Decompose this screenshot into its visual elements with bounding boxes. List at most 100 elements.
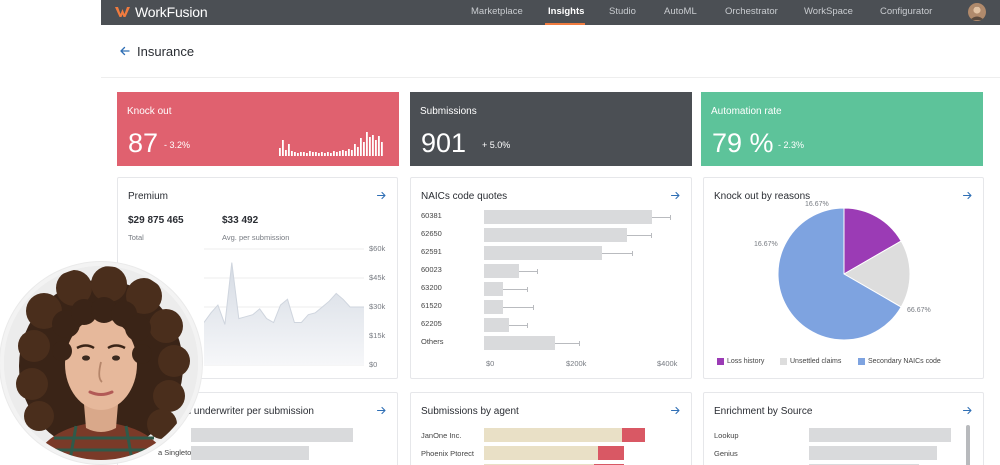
naics-error-cap — [578, 341, 580, 346]
row-label: JanOne Inc. — [421, 431, 462, 440]
x-tick: $0 — [486, 359, 495, 368]
legend-swatch — [717, 358, 724, 365]
nav-item-configurator[interactable]: Configurator — [880, 6, 933, 17]
kpi-title: Knock out — [127, 106, 172, 117]
brand-name: WorkFusion — [135, 4, 208, 20]
naics-bar[interactable] — [484, 282, 504, 296]
naics-card[interactable]: NAICs code quotes 60381 62650 62591 60023 63… — [410, 177, 692, 379]
card-title: Premium — [128, 191, 169, 202]
arrow-right-icon[interactable] — [962, 190, 973, 201]
arrow-right-icon[interactable] — [376, 405, 387, 416]
x-tick: $200k — [566, 359, 587, 368]
page-title: Insurance — [137, 44, 195, 59]
person-photo — [4, 266, 198, 460]
premium-area-chart — [204, 248, 364, 366]
naics-bar[interactable] — [484, 318, 510, 332]
y-tick: $0 — [369, 360, 378, 369]
top-nav-bar: WorkFusion Marketplace Insights Studio A… — [101, 0, 1000, 25]
kpi-sparkline — [279, 132, 383, 156]
naics-row-label: Others — [421, 337, 444, 346]
arrow-right-icon[interactable] — [962, 405, 973, 416]
naics-error-cap — [632, 251, 634, 256]
naics-error-cap — [527, 287, 529, 292]
bar — [484, 446, 598, 460]
enrichment-card[interactable]: Enrichment by Source Lookup Genius — [703, 392, 984, 465]
back-arrow-icon[interactable] — [118, 44, 132, 58]
legend-item-loss-history[interactable]: Loss history — [717, 358, 764, 365]
naics-row-label: 61520 — [421, 301, 442, 310]
pie-label: 16.67% — [754, 241, 778, 248]
app-window: WorkFusion Marketplace Insights Studio A… — [101, 0, 1000, 465]
kpi-card-automation-rate[interactable]: Automation rate 79 % - 2.3% — [701, 92, 983, 166]
naics-row-label: 60023 — [421, 265, 442, 274]
y-tick: $45k — [369, 273, 386, 282]
row-label: a Singleton — [158, 448, 196, 457]
naics-error-cap — [533, 305, 535, 310]
row-label: Phoenix Ptorect — [421, 449, 474, 458]
nav-item-workspace[interactable]: WorkSpace — [804, 6, 853, 17]
bar — [809, 446, 937, 460]
bar — [191, 446, 309, 460]
legend-label: Unsettled claims — [790, 358, 842, 365]
kpi-delta: - 2.3% — [778, 140, 805, 150]
legend-item-unsettled-claims[interactable]: Unsettled claims — [780, 358, 841, 365]
premium-avg-label: Avg. per submission — [222, 233, 290, 242]
row-label: Genius — [714, 449, 738, 458]
naics-bar[interactable] — [484, 228, 627, 242]
naics-row-label: 62591 — [421, 247, 442, 256]
arrow-right-icon[interactable] — [670, 190, 681, 201]
card-title: Knock out by reasons — [714, 191, 811, 202]
nav-item-studio[interactable]: Studio — [609, 6, 636, 17]
bar — [484, 428, 622, 442]
kpi-delta: + 5.0% — [482, 140, 511, 150]
naics-error-whisker — [626, 235, 651, 236]
bar — [622, 428, 645, 442]
naics-error-whisker — [554, 343, 579, 344]
naics-error-whisker — [503, 289, 528, 290]
bar — [191, 428, 353, 442]
naics-row-label: 60381 — [421, 211, 442, 220]
row-label: Lookup — [714, 431, 739, 440]
user-avatar[interactable] — [968, 3, 986, 21]
scrollbar[interactable] — [966, 425, 970, 465]
pie-label: 66.67% — [907, 307, 931, 314]
naics-row-label: 63200 — [421, 283, 442, 292]
kpi-value: 79 % — [712, 128, 774, 158]
naics-error-cap — [537, 269, 539, 274]
nav-item-automl[interactable]: AutoML — [664, 6, 697, 17]
kpi-card-knock-out[interactable]: Knock out 87 - 3.2% — [117, 92, 399, 166]
legend-swatch — [780, 358, 787, 365]
arrow-right-icon[interactable] — [670, 405, 681, 416]
naics-bar[interactable] — [484, 210, 652, 224]
agents-card[interactable]: Submissions by agent JanOne Inc. Phoenix… — [410, 392, 692, 465]
legend-item-secondary-naics[interactable]: Secondary NAICs code — [858, 358, 941, 365]
naics-row-label: 62650 — [421, 229, 442, 238]
card-title: an underwriter per submission — [180, 406, 314, 417]
bar — [598, 446, 624, 460]
knockout-reasons-card[interactable]: Knock out by reasons 16.67% 16.67% 66.67… — [703, 177, 984, 379]
brand[interactable]: WorkFusion — [115, 3, 208, 21]
arrow-right-icon[interactable] — [376, 190, 387, 201]
naics-bar[interactable] — [484, 246, 603, 260]
bar — [809, 428, 951, 442]
pie-label: 16.67% — [805, 201, 829, 208]
kpi-card-submissions[interactable]: Submissions 901 + 5.0% — [410, 92, 692, 166]
card-title: Enrichment by Source — [714, 406, 813, 417]
kpi-title: Submissions — [420, 106, 477, 117]
naics-bar[interactable] — [484, 264, 520, 278]
nav-item-marketplace[interactable]: Marketplace — [471, 6, 523, 17]
pie-slice — [843, 208, 902, 275]
naics-error-whisker — [509, 325, 528, 326]
y-tick: $15k — [369, 331, 386, 340]
knockout-pie-chart — [777, 208, 911, 341]
nav-item-orchestrator[interactable]: Orchestrator — [725, 6, 778, 17]
naics-error-whisker — [503, 307, 534, 308]
naics-bar[interactable] — [484, 336, 555, 350]
person-portrait — [0, 262, 202, 464]
naics-bar[interactable] — [484, 300, 504, 314]
nav-item-insights[interactable]: Insights — [548, 6, 585, 17]
pie-slice — [777, 208, 902, 341]
x-tick: $400k — [657, 359, 678, 368]
naics-error-cap — [650, 233, 652, 238]
nav-active-indicator — [545, 23, 585, 25]
